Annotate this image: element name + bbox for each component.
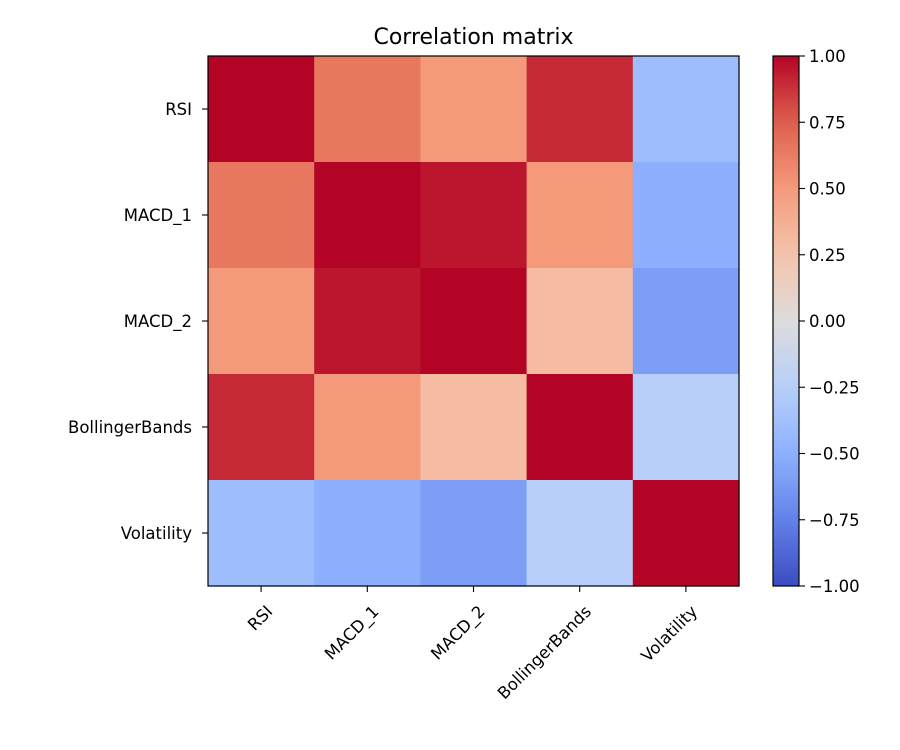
heatmap-cell-0-0 [208, 56, 315, 163]
heatmap-cell-0-2 [420, 56, 528, 163]
heatmap-cell-1-2 [420, 162, 528, 269]
colorbar-tick-label: 0.75 [809, 113, 846, 132]
colorbar-tick-label: −0.50 [809, 445, 860, 464]
heatmap-cell-2-4 [632, 268, 740, 375]
heatmap-cell-3-1 [314, 374, 421, 481]
heatmap-cell-0-4 [632, 56, 740, 163]
y-tick-label: Volatility [121, 524, 192, 543]
heatmap-cell-4-1 [314, 480, 421, 587]
heatmap-cell-1-1 [314, 162, 421, 269]
y-tick-label: BollingerBands [68, 418, 192, 437]
heatmap-cell-2-2 [420, 268, 528, 375]
colorbar-tick-label: −0.25 [809, 378, 860, 397]
y-axis-ticks: RSI MACD_1 MACD_2 BollingerBands Volatility [68, 100, 208, 543]
x-tick-label: Volatility [637, 602, 701, 666]
heatmap-cell-2-0 [208, 268, 315, 375]
heatmap-cell-1-3 [526, 162, 634, 269]
x-axis-ticks: RSI MACD_1 MACD_2 BollingerBands Volatility [244, 586, 701, 703]
heatmap-cell-3-0 [208, 374, 315, 481]
x-tick-label: MACD_2 [427, 602, 489, 664]
heatmap-cell-3-2 [420, 374, 528, 481]
x-tick-label: RSI [244, 602, 276, 634]
colorbar-tick-label: 0.00 [809, 312, 846, 331]
heatmap-cell-2-3 [526, 268, 634, 375]
y-tick-label: MACD_2 [124, 312, 192, 332]
colorbar-tick-label: 0.50 [809, 180, 846, 199]
y-tick-label: MACD_1 [124, 206, 192, 226]
heatmap-cell-4-3 [526, 480, 634, 587]
colorbar-tick-label: 1.00 [809, 47, 846, 66]
colorbar-tick-label: −0.75 [809, 511, 860, 530]
chart-title: Correlation matrix [373, 25, 573, 50]
heatmap-cell-4-4 [632, 480, 740, 587]
y-tick-label: RSI [165, 100, 192, 119]
colorbar-ticks: 1.00 0.75 0.50 0.25 0.00 −0.25 −0.50 −0.75 −1.00 [799, 47, 860, 596]
heatmap-cell-4-2 [420, 480, 528, 587]
colorbar-tick-label: 0.25 [809, 246, 846, 265]
heatmap-cell-3-4 [632, 374, 740, 481]
colorbar-tick-label: −1.00 [809, 577, 860, 596]
x-tick-label: BollingerBands [494, 602, 595, 703]
heatmap-cell-0-3 [526, 56, 634, 163]
heatmap-cell-1-4 [632, 162, 740, 269]
heatmap-cell-1-0 [208, 162, 315, 269]
heatmap-cell-4-0 [208, 480, 315, 587]
heatmap-cell-3-3 [526, 374, 634, 481]
heatmap-cells [208, 56, 740, 587]
colorbar [773, 56, 799, 586]
x-tick-label: MACD_1 [321, 602, 383, 664]
heatmap-cell-0-1 [314, 56, 421, 163]
heatmap-cell-2-1 [314, 268, 421, 375]
